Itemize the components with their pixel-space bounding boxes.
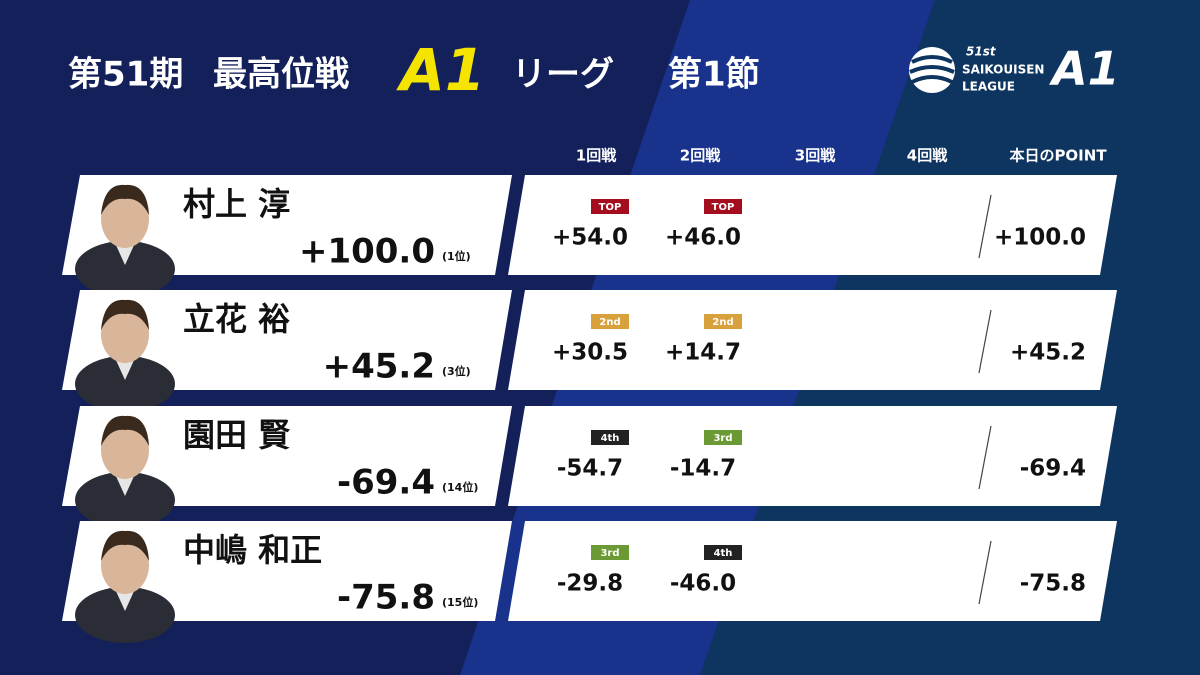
photo-body	[75, 587, 175, 643]
photo-head	[101, 421, 149, 479]
place-badge-label: TOP	[712, 202, 735, 213]
place-badge	[591, 199, 629, 214]
title-section: 第1節	[668, 55, 760, 95]
divider	[978, 425, 992, 490]
place-badge-label: 4th	[601, 433, 620, 444]
total-score: -69.4	[337, 463, 435, 503]
divider	[978, 540, 992, 605]
game-score: -29.8	[557, 571, 623, 597]
score-panel	[508, 175, 1117, 275]
place-badge-label: 3rd	[713, 433, 732, 444]
place-badge	[704, 199, 742, 214]
photo-shirt	[115, 589, 135, 611]
rank: (14位)	[442, 480, 478, 494]
score-panel	[508, 290, 1117, 390]
column-header: 3回戦	[795, 147, 836, 165]
column-header: 4回戦	[907, 147, 948, 165]
column-header: 本日のPOINT	[1009, 147, 1107, 165]
score-panel	[508, 521, 1117, 621]
player-panel	[62, 175, 512, 275]
photo-body	[75, 241, 175, 297]
title-suffix: リーグ	[512, 55, 614, 95]
day-point: +100.0	[994, 225, 1086, 251]
place-badge	[704, 545, 742, 560]
place-badge-label: 2nd	[712, 317, 733, 328]
photo-shirt	[115, 243, 135, 265]
photo-shirt	[115, 358, 135, 380]
total-score: +100.0	[299, 232, 435, 272]
rank: (1位)	[442, 249, 471, 263]
rank: (3位)	[442, 364, 471, 378]
place-badge	[704, 314, 742, 329]
game-score: -14.7	[670, 456, 736, 482]
place-badge	[591, 430, 629, 445]
photo-hair	[101, 184, 149, 215]
title-class: A1	[396, 36, 485, 104]
day-point: +45.2	[1010, 340, 1086, 366]
title-term: 第51期	[68, 55, 183, 95]
rank: (15位)	[442, 595, 478, 609]
divider	[978, 309, 992, 374]
photo-hair	[101, 415, 149, 446]
game-score: -46.0	[670, 571, 736, 597]
logo-ordinal: 51st	[966, 45, 997, 59]
player-panel	[62, 406, 512, 506]
photo-hair	[101, 530, 149, 561]
game-score: +46.0	[665, 225, 741, 251]
photo-head	[101, 190, 149, 248]
place-badge	[591, 314, 629, 329]
total-score: -75.8	[337, 578, 435, 618]
place-badge-label: 2nd	[599, 317, 620, 328]
player-panel	[62, 521, 512, 621]
place-badge-label: TOP	[599, 202, 622, 213]
logo-class: A1	[1049, 42, 1120, 96]
player-panel	[62, 290, 512, 390]
player-name: 立花 裕	[183, 300, 290, 338]
place-badge	[704, 430, 742, 445]
game-score: +30.5	[552, 340, 628, 366]
game-score: +54.0	[552, 225, 628, 251]
game-score: -54.7	[557, 456, 623, 482]
place-badge-label: 4th	[714, 548, 733, 559]
total-score: +45.2	[323, 347, 435, 387]
title-league: 最高位戦	[213, 55, 349, 95]
photo-hair	[101, 299, 149, 330]
game-score: +14.7	[665, 340, 741, 366]
photo-shirt	[115, 474, 135, 496]
player-name: 村上 淳	[183, 185, 290, 223]
day-point: -69.4	[1020, 456, 1086, 482]
photo-body	[75, 472, 175, 528]
player-name: 園田 賢	[183, 416, 291, 454]
photo-body	[75, 356, 175, 412]
day-point: -75.8	[1020, 571, 1086, 597]
divider	[978, 194, 992, 259]
photo-head	[101, 536, 149, 594]
place-badge-label: 3rd	[600, 548, 619, 559]
player-name: 中嶋 和正	[183, 531, 322, 569]
place-badge	[591, 545, 629, 560]
logo-word: LEAGUE	[962, 80, 1015, 94]
column-header: 1回戦	[576, 147, 617, 165]
column-header: 2回戦	[680, 147, 721, 165]
photo-head	[101, 305, 149, 363]
score-panel	[508, 406, 1117, 506]
logo-lines	[909, 55, 955, 84]
logo-name: SAIKOUISEN	[962, 63, 1044, 77]
